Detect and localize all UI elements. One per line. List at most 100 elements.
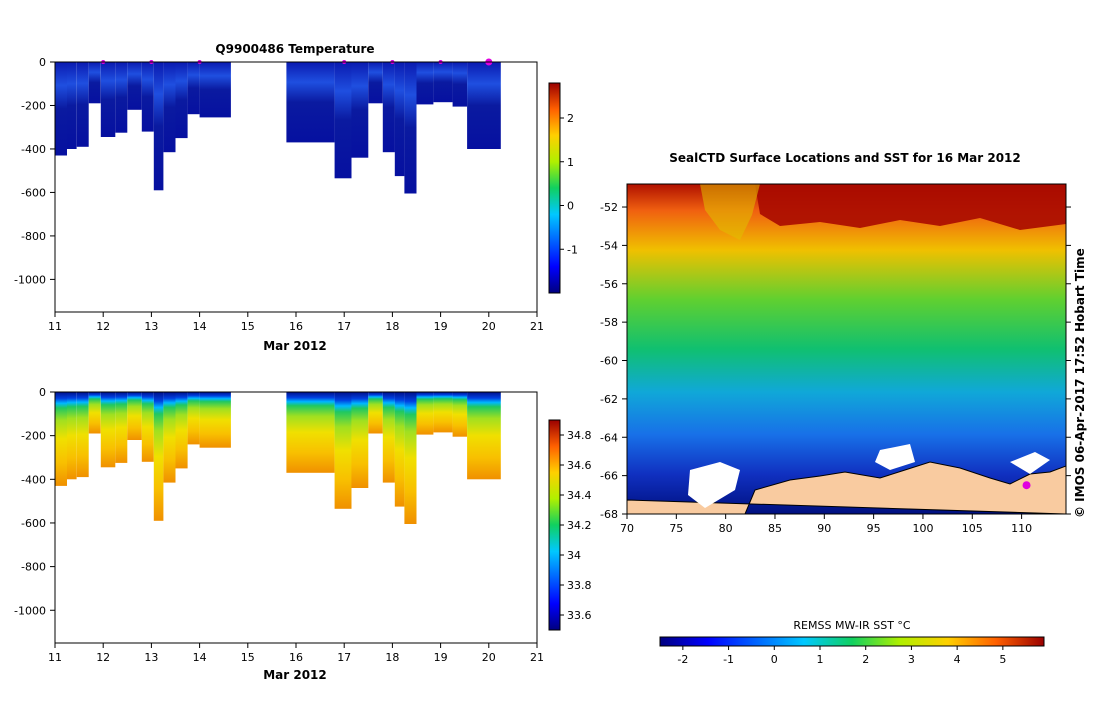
sea-ice-mask (875, 444, 915, 470)
sst-colorbar-tick-label: -1 (723, 653, 734, 666)
lat-tick-label: -54 (600, 239, 618, 252)
profile-column (286, 62, 335, 143)
imos-timestamp: © IMOS 06-Apr-2017 17:52 Hobart Time (1073, 248, 1087, 518)
x-tick-label: 13 (144, 651, 158, 664)
sea-ice-mask (688, 462, 740, 508)
y-tick-label: -800 (21, 561, 46, 574)
lon-tick-label: 105 (962, 522, 983, 535)
x-tick-label: 16 (289, 651, 303, 664)
x-tick-label: 14 (193, 320, 207, 333)
salinity-colorbar-ticks: 34.8 34.6 34.4 34.2 34 33.8 33.6 (560, 429, 592, 622)
colorbar-tick-label: -1 (567, 243, 578, 256)
profile-column (452, 62, 468, 107)
y-tick-label: -1000 (14, 604, 46, 617)
lon-tick-label: 110 (1011, 522, 1032, 535)
profile-column (351, 62, 369, 158)
x-tick-label: 17 (337, 651, 351, 664)
profile-column (163, 62, 176, 153)
sst-colorbar-tick-label: -2 (677, 653, 688, 666)
temperature-x-ticks: 11 12 13 14 15 16 17 18 19 20 21 (48, 312, 544, 333)
y-tick-label: 0 (39, 386, 46, 399)
profile-column (394, 392, 405, 507)
salinity-colorbar (548, 419, 561, 631)
warm-sst-region (755, 184, 1066, 230)
profile-column (416, 62, 434, 105)
profile-column (127, 62, 142, 110)
profile-column (115, 392, 128, 463)
lon-tick-label: 90 (817, 522, 831, 535)
profile-column (153, 62, 164, 191)
x-tick-label: 15 (241, 651, 255, 664)
lat-tick-label: -52 (600, 201, 618, 214)
profile-column (175, 392, 188, 469)
temperature-title: Q9900486 Temperature (215, 42, 374, 56)
y-tick-label: -600 (21, 517, 46, 530)
longitude-ticks: 70 75 80 85 90 95 100 105 110 (620, 514, 1032, 535)
x-tick-label: 12 (96, 651, 110, 664)
colorbar-tick-label: 34 (567, 549, 581, 562)
sst-colorbar-label: REMSS MW-IR SST °C (793, 619, 911, 632)
lat-tick-label: -62 (600, 393, 618, 406)
lat-tick-label: -64 (600, 431, 618, 444)
sst-colorbar-tick-label: 4 (954, 653, 961, 666)
y-tick-label: -400 (21, 143, 46, 156)
salinity-y-ticks: 0 -200 -400 -600 -800 -1000 (14, 386, 55, 617)
temperature-x-label: Mar 2012 (263, 339, 327, 353)
y-tick-label: -600 (21, 186, 46, 199)
profile-column (433, 62, 453, 103)
sst-colorbar-tick-label: 1 (817, 653, 824, 666)
salinity-profiles (55, 392, 501, 524)
lon-tick-label: 80 (719, 522, 733, 535)
profile-column (100, 62, 116, 137)
lon-tick-label: 100 (912, 522, 933, 535)
colorbar-tick-label: 33.6 (567, 609, 592, 622)
latitude-ticks: -52 -54 -56 -58 -60 -62 -64 -66 -68 (600, 201, 1071, 521)
profile-column (394, 62, 405, 177)
antarctic-land (627, 461, 1066, 514)
salinity-x-label: Mar 2012 (263, 668, 327, 682)
x-tick-label: 20 (482, 651, 496, 664)
sst-colorbar-tick-label: 5 (999, 653, 1006, 666)
profile-column (404, 392, 417, 524)
lon-tick-label: 70 (620, 522, 634, 535)
lon-tick-label: 95 (867, 522, 881, 535)
temperature-colorbar (548, 82, 561, 294)
sst-colorbar (659, 636, 1045, 647)
x-tick-label: 13 (144, 320, 158, 333)
x-tick-label: 19 (434, 320, 448, 333)
profile-column (467, 392, 501, 480)
temperature-profiles (55, 62, 501, 194)
y-tick-label: -200 (21, 99, 46, 112)
profile-column (467, 62, 501, 149)
profile-column (76, 392, 89, 478)
profile-column (404, 62, 417, 194)
sst-colorbar-ticks: -2 -1 0 1 2 3 4 5 (677, 646, 1006, 666)
x-tick-label: 18 (385, 651, 399, 664)
temperature-section-panel: Q9900486 Temperature 11 12 13 14 15 16 17 18 19 2… (14, 42, 578, 353)
x-tick-label: 12 (96, 320, 110, 333)
profile-column (115, 62, 128, 133)
x-tick-label: 11 (48, 651, 62, 664)
profile-column (141, 392, 154, 462)
profile-column (199, 62, 231, 118)
profile-column (88, 392, 101, 434)
profile-column (368, 62, 383, 104)
profile-column (286, 392, 335, 473)
profile-column (433, 392, 453, 433)
sst-colorbar-tick-label: 3 (908, 653, 915, 666)
profile-column (382, 62, 395, 153)
x-tick-label: 11 (48, 320, 62, 333)
colorbar-tick-label: 2 (567, 112, 574, 125)
profile-column (153, 392, 164, 521)
profile-column (187, 62, 200, 115)
colorbar-tick-label: 34.8 (567, 429, 592, 442)
warm-plume (700, 184, 760, 240)
lat-tick-label: -60 (600, 355, 618, 368)
profile-column (163, 392, 176, 483)
profile-column (67, 62, 77, 149)
y-tick-label: -800 (21, 230, 46, 243)
y-tick-label: -400 (21, 473, 46, 486)
profile-column (76, 62, 89, 147)
x-tick-label: 15 (241, 320, 255, 333)
